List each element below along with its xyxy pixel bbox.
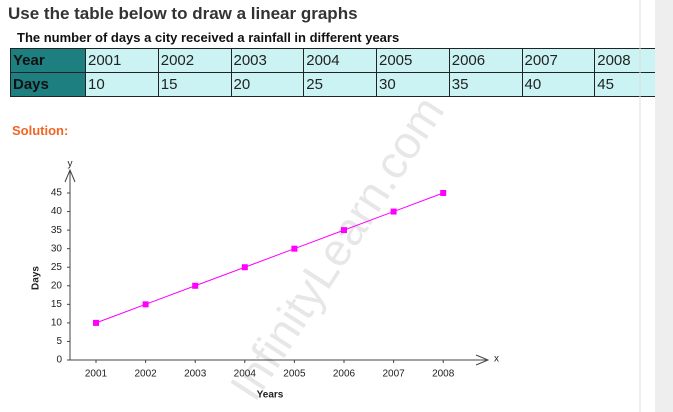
table-cell: 35: [448, 72, 523, 97]
table-cell: Days: [10, 72, 86, 97]
table-cell: 20: [230, 72, 305, 97]
watermark: InfinityLearn.com: [220, 87, 454, 409]
y-tick-label: 35: [51, 225, 63, 236]
y-axis-letter: y: [68, 159, 73, 170]
x-tick-label: 2008: [432, 369, 455, 380]
table-cell: 2001: [85, 48, 159, 73]
x-arrow: [475, 354, 490, 366]
y-tick-label: 45: [51, 188, 63, 199]
x-tick-label: 2005: [283, 369, 306, 380]
subtitle: The number of days a city received a rai…: [17, 30, 400, 45]
table-cell: 15: [157, 72, 232, 97]
y-tick-label: 25: [51, 262, 63, 273]
solution-label: Solution:: [12, 123, 69, 138]
data-table: Year 2001 2002 2003 2004 2005 2006 2007 2008 Days…: [10, 48, 668, 97]
y-tick-label: 20: [51, 280, 63, 291]
table-cell: Year: [10, 48, 86, 73]
table-cell: 25: [303, 72, 377, 97]
x-axis-label: Years: [257, 390, 284, 401]
table-cell: 10: [85, 72, 159, 97]
series-line: [95, 192, 444, 324]
point: [440, 190, 447, 196]
x-tick-label: 2003: [184, 369, 207, 380]
table-row: Year 2001 2002 2003 2004 2005 2006 2007 2008: [10, 48, 668, 73]
x-tick-label: 2004: [234, 369, 257, 380]
y-tick-label: 40: [51, 206, 63, 217]
table-cell: 30: [376, 72, 450, 97]
table-row: Days 10 15 20 25 30 35 40 45: [10, 72, 668, 97]
table-cell: 2002: [157, 48, 232, 73]
y-axis-label: Days: [31, 266, 42, 290]
scrollbar: [655, 0, 673, 412]
point: [341, 227, 347, 234]
table-cell: 2004: [303, 48, 377, 73]
table-cell: 2005: [376, 48, 450, 73]
table-cell: 2006: [448, 48, 523, 73]
x-tick-label: 2001: [85, 369, 108, 380]
point: [291, 245, 298, 252]
y-tick-label: 0: [56, 355, 62, 366]
point: [142, 301, 149, 308]
y-tick-label: 10: [51, 318, 63, 329]
x-tick-label: 2006: [333, 369, 356, 380]
table-cell: 40: [521, 72, 596, 97]
point: [241, 264, 248, 271]
title: Use the table below to draw a linear gra…: [8, 4, 358, 23]
x-axis-letter: x: [494, 354, 499, 365]
y-tick-label: 30: [51, 243, 63, 254]
table-cell: 2003: [230, 48, 305, 73]
x-tick-label: 2007: [382, 369, 405, 380]
point: [390, 208, 397, 215]
y-arrow: [64, 168, 76, 183]
point: [93, 319, 99, 326]
y-tick-label: 15: [51, 299, 63, 310]
y-tick-label: 5: [56, 336, 62, 347]
x-tick-label: 2002: [134, 369, 157, 380]
point: [192, 282, 199, 289]
